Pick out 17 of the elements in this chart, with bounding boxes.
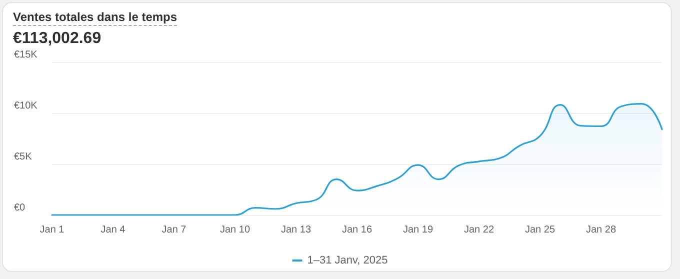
chart-title: Ventes totales dans le temps: [13, 10, 178, 26]
x-tick-label: Jan 25: [524, 224, 556, 236]
x-tick-label: Jan 10: [220, 224, 250, 236]
x-tick-label: Jan 28: [586, 224, 616, 236]
x-tick-label: Jan 16: [342, 224, 372, 236]
y-tick-label: €15K: [14, 50, 38, 60]
x-tick-label: Jan 19: [402, 224, 434, 236]
x-tick-label: Jan 7: [162, 224, 187, 236]
y-tick-label: €0: [14, 202, 26, 214]
y-tick-label: €10K: [14, 100, 38, 112]
x-tick-label: Jan 4: [100, 224, 126, 236]
chart-subtitle: €113,002.69: [13, 30, 102, 48]
legend-label: 1–31 Janv, 2025: [307, 254, 388, 266]
x-tick-label: Jan 13: [280, 224, 312, 236]
x-tick-label: Jan 1: [40, 224, 65, 236]
x-tick-label: Jan 22: [464, 224, 494, 236]
y-tick-label: €5K: [14, 152, 32, 162]
